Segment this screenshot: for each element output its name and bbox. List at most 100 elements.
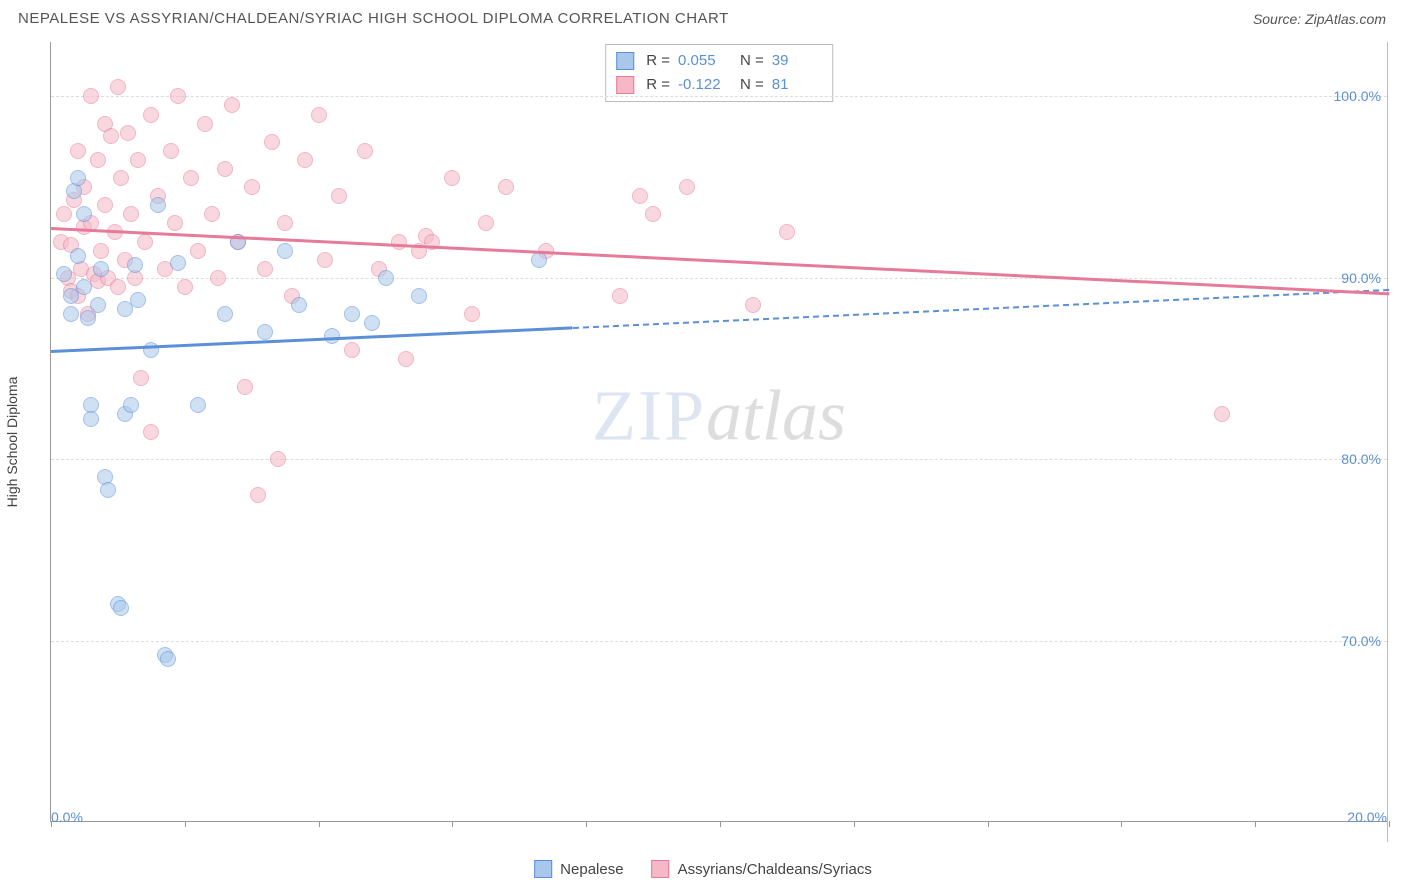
data-point	[257, 324, 273, 340]
series-swatch	[616, 52, 634, 70]
n-label: N =	[740, 49, 764, 73]
data-point	[297, 152, 313, 168]
data-point	[127, 257, 143, 273]
data-point	[97, 197, 113, 213]
watermark: ZIPatlas	[592, 374, 846, 457]
data-point	[364, 315, 380, 331]
legend-swatch	[652, 860, 670, 878]
data-point	[331, 188, 347, 204]
data-point	[76, 279, 92, 295]
data-point	[464, 306, 480, 322]
data-point	[70, 170, 86, 186]
data-point	[143, 107, 159, 123]
data-point	[411, 288, 427, 304]
y-tick-label: 70.0%	[1341, 633, 1381, 649]
data-point	[311, 107, 327, 123]
data-point	[143, 424, 159, 440]
data-point	[264, 134, 280, 150]
x-tick	[319, 821, 320, 827]
data-point	[444, 170, 460, 186]
data-point	[103, 128, 119, 144]
gridline	[51, 96, 1387, 97]
data-point	[93, 261, 109, 277]
data-point	[123, 206, 139, 222]
legend-label: Nepalese	[560, 861, 623, 878]
data-point	[93, 243, 109, 259]
data-point	[257, 261, 273, 277]
data-point	[197, 116, 213, 132]
data-point	[90, 297, 106, 313]
data-point	[779, 224, 795, 240]
data-point	[150, 197, 166, 213]
data-point	[679, 179, 695, 195]
stats-row: R = 0.055 N = 39	[616, 49, 822, 73]
data-point	[163, 143, 179, 159]
data-point	[398, 351, 414, 367]
data-point	[113, 600, 129, 616]
data-point	[76, 206, 92, 222]
data-point	[317, 252, 333, 268]
n-label: N =	[740, 73, 764, 97]
x-tick	[51, 821, 52, 827]
chart-area: High School Diploma ZIPatlas R =0.055N =…	[18, 42, 1388, 842]
legend-item: Nepalese	[534, 860, 623, 878]
data-point	[167, 215, 183, 231]
data-point	[110, 79, 126, 95]
data-point	[190, 243, 206, 259]
trend-line	[573, 289, 1389, 329]
data-point	[83, 411, 99, 427]
data-point	[378, 270, 394, 286]
x-tick	[988, 821, 989, 827]
y-tick-label: 100.0%	[1334, 88, 1381, 104]
x-tick	[1255, 821, 1256, 827]
data-point	[344, 342, 360, 358]
r-label: R =	[646, 49, 670, 73]
data-point	[183, 170, 199, 186]
x-tick	[586, 821, 587, 827]
y-tick-label: 80.0%	[1341, 451, 1381, 467]
data-point	[137, 234, 153, 250]
data-point	[113, 170, 129, 186]
r-value: 0.055	[678, 49, 728, 73]
gridline	[51, 278, 1387, 279]
data-point	[70, 143, 86, 159]
x-tick	[185, 821, 186, 827]
legend-item: Assyrians/Chaldeans/Syriacs	[652, 860, 872, 878]
n-value: 39	[772, 49, 822, 73]
y-axis-label: High School Diploma	[4, 377, 20, 508]
data-point	[217, 161, 233, 177]
data-point	[237, 379, 253, 395]
x-min-label: 0.0%	[51, 809, 83, 825]
stats-legend-box: R = 0.055 N = 39 R = -0.122 N = 81	[605, 44, 833, 102]
data-point	[217, 306, 233, 322]
data-point	[133, 370, 149, 386]
data-point	[110, 279, 126, 295]
data-point	[270, 451, 286, 467]
legend-swatch	[534, 860, 552, 878]
x-tick	[720, 821, 721, 827]
data-point	[177, 279, 193, 295]
data-point	[1214, 406, 1230, 422]
r-value: -0.122	[678, 73, 728, 97]
series-swatch	[616, 76, 634, 94]
plot-region: ZIPatlas R = 0.055 N = 39 R = -0.122 N = 81 0.0…	[50, 42, 1387, 822]
data-point	[324, 328, 340, 344]
data-point	[344, 306, 360, 322]
data-point	[277, 215, 293, 231]
data-point	[357, 143, 373, 159]
data-point	[56, 266, 72, 282]
n-value: 81	[772, 73, 822, 97]
x-tick	[854, 821, 855, 827]
data-point	[170, 255, 186, 271]
data-point	[83, 88, 99, 104]
data-point	[645, 206, 661, 222]
data-point	[123, 397, 139, 413]
r-label: R =	[646, 73, 670, 97]
data-point	[277, 243, 293, 259]
trend-line	[51, 227, 1389, 295]
data-point	[498, 179, 514, 195]
data-point	[190, 397, 206, 413]
data-point	[130, 152, 146, 168]
data-point	[745, 297, 761, 313]
data-point	[224, 97, 240, 113]
